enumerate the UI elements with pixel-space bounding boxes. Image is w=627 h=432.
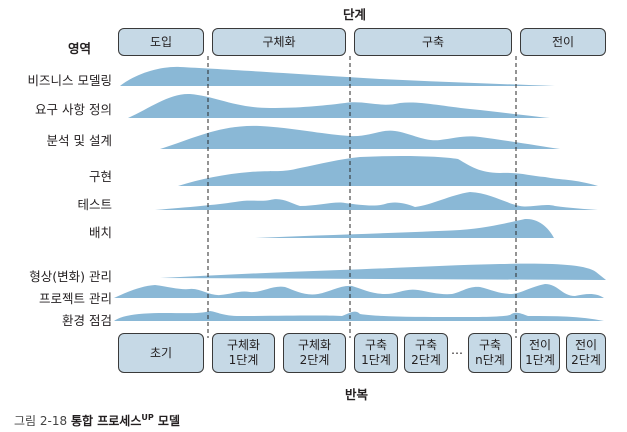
iteration-construction-1: 구축 1단계	[354, 333, 398, 373]
area-label-requirements: 요구 사항 정의	[35, 102, 112, 117]
iteration-construction-2: 구축 2단계	[404, 333, 448, 373]
caption-title: 통합 프로세스UP 모델	[70, 413, 181, 428]
figure-caption: 그림 2-18 통합 프로세스UP 모델	[14, 412, 180, 429]
hump-project-management	[114, 284, 604, 298]
phase-construction: 구축	[354, 28, 512, 56]
iteration-construction-n: 구축 n단계	[468, 333, 512, 373]
area-label-deployment: 배치	[88, 225, 112, 240]
phase-elaboration: 구체화	[212, 28, 346, 56]
iteration-elaboration-1: 구체화 1단계	[212, 333, 275, 373]
hump-configuration-management	[160, 263, 606, 280]
hump-test	[155, 192, 598, 210]
iterations-title: 반복	[345, 387, 369, 402]
caption-sup: UP	[141, 413, 154, 422]
area-label-analysis-design: 분석 및 설계	[46, 133, 112, 148]
iteration-elaboration-2: 구체화 2단계	[283, 333, 346, 373]
hump-deployment	[255, 218, 554, 238]
caption-label: 그림 2-18	[14, 414, 68, 428]
iteration-initial: 초기	[118, 333, 204, 373]
area-label-business-modeling: 비즈니스 모델링	[27, 73, 112, 88]
area-label-environment: 환경 점검	[62, 313, 112, 328]
iteration-transition-2: 전이 2단계	[566, 333, 606, 373]
iteration-ellipsis: …	[451, 343, 463, 357]
area-label-implementation: 구현	[88, 169, 112, 184]
area-label-project-management: 프로젝트 관리	[39, 291, 112, 306]
caption-title-text: 통합 프로세스	[70, 414, 142, 428]
area-title: 영역	[68, 41, 92, 56]
hump-requirements	[128, 93, 550, 118]
hump-environment	[114, 311, 604, 321]
area-label-test: 테스트	[77, 197, 112, 212]
phase-transition: 전이	[520, 28, 606, 56]
hump-analysis-design	[160, 125, 560, 149]
iteration-transition-1: 전이 1단계	[520, 333, 560, 373]
hump-business-modeling	[120, 66, 555, 86]
hump-implementation	[178, 155, 598, 186]
phases-title: 단계	[343, 7, 367, 22]
area-label-configuration-management: 형상(변화) 관리	[29, 269, 112, 284]
caption-suffix: 모델	[153, 414, 181, 428]
phase-inception: 도입	[118, 28, 204, 56]
